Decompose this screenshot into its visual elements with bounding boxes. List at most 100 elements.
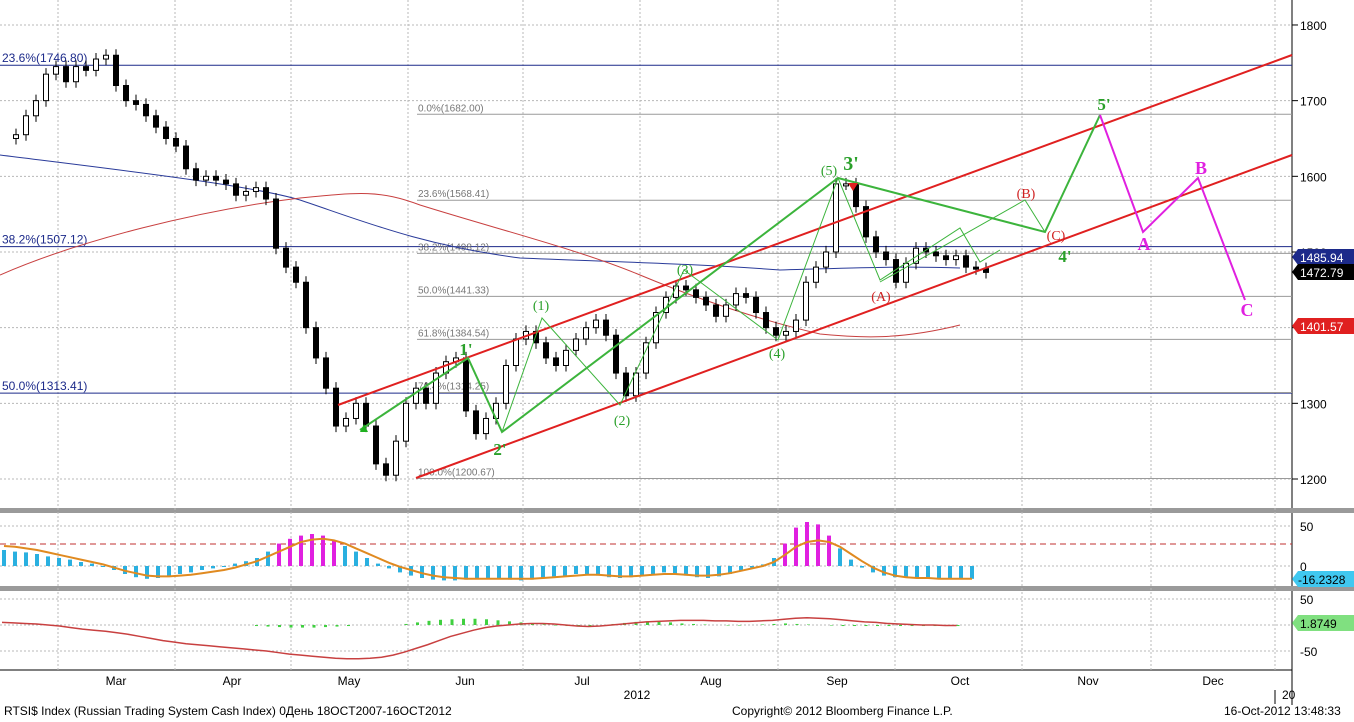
macd-histogram-bar: [90, 563, 94, 566]
oscillator-bar: [738, 625, 741, 626]
candle-body: [623, 372, 629, 397]
candle-body: [863, 206, 869, 238]
candle-body: [403, 402, 409, 442]
candle-body: [833, 183, 839, 253]
macd-histogram-bar: [167, 566, 171, 576]
candle-body: [633, 372, 639, 397]
buy-marker-icon: [360, 424, 368, 432]
macd-histogram-bar: [145, 566, 149, 579]
macd-histogram-bar: [827, 535, 831, 566]
footer-timestamp: 16-Oct-2012 13:48:33: [1224, 704, 1341, 718]
candle-body: [203, 175, 209, 181]
wave-label: (2): [614, 414, 631, 429]
candle-body: [643, 342, 649, 374]
macd-histogram-bar: [222, 566, 226, 567]
macd-histogram-bar: [24, 552, 28, 566]
macd-histogram-bar: [607, 566, 611, 578]
macd-histogram-bar: [310, 534, 314, 566]
macd-histogram-bar: [288, 538, 292, 566]
macd-histogram-bar: [13, 551, 17, 566]
candle-body: [973, 266, 979, 270]
oscillator-bar: [853, 625, 856, 627]
wave-label: (4): [769, 347, 786, 362]
oscillator-bar: [301, 625, 304, 628]
macd-histogram-bar: [662, 566, 666, 573]
candle-body: [933, 251, 939, 257]
wave-label: (1): [533, 299, 550, 314]
fibonacci-label: 50.0%(1441.33): [418, 285, 489, 296]
macd-histogram-bar: [596, 566, 600, 576]
candle-body: [713, 304, 719, 317]
fibonacci-label: 0.0%(1682.00): [418, 103, 484, 114]
candle-body: [503, 364, 509, 404]
oscillator-bar: [450, 619, 454, 625]
oscillator-bar: [439, 619, 442, 625]
macd-histogram-bar: [750, 566, 754, 568]
macd-histogram-bar: [266, 551, 270, 566]
macd-histogram-bar: [57, 558, 61, 566]
candle-body: [373, 425, 379, 465]
x-tick-label: Dec: [1202, 674, 1223, 688]
oscillator-bar: [646, 621, 649, 625]
oscillator-bar: [772, 623, 776, 625]
oscillator-bar: [416, 622, 419, 625]
candle-body: [163, 126, 169, 139]
candle-body: [253, 187, 259, 192]
oscillator-bar: [496, 620, 500, 625]
fibonacci-label: 61.8%(1384.54): [418, 328, 489, 339]
candle-body: [873, 236, 879, 253]
macd-histogram-bar: [937, 566, 941, 579]
candle-body: [43, 73, 49, 102]
candle-body: [513, 338, 519, 366]
macd-histogram-bar: [673, 566, 677, 574]
oscillator-bar: [910, 625, 914, 627]
x-tick-label: Jul: [574, 674, 589, 688]
macd-histogram-bar: [585, 566, 589, 574]
candle-body: [563, 349, 569, 366]
oscillator-bar: [266, 625, 270, 627]
candle-body: [953, 255, 959, 261]
macd-histogram-bar: [739, 566, 743, 571]
y-tick-label: 1300: [1300, 397, 1327, 411]
macd-histogram-bar: [838, 548, 842, 566]
candle-body: [913, 247, 919, 264]
x-tick-label: Oct: [951, 674, 970, 688]
candle-body: [823, 251, 829, 268]
wave-label: 5': [1097, 95, 1110, 114]
macd-histogram-bar: [816, 524, 820, 566]
candle-body: [813, 266, 819, 283]
candle-body: [23, 115, 29, 136]
macd-histogram-bar: [695, 566, 699, 578]
oscillator-bar: [680, 623, 684, 625]
oscillator-bar: [427, 620, 431, 625]
candle-body: [773, 327, 779, 336]
candle-body: [653, 312, 659, 344]
oscillator-bar: [795, 623, 799, 625]
oscillator-value-label: 1.8749: [1300, 617, 1337, 631]
y-tick-label: 1200: [1300, 473, 1327, 487]
candle-body: [803, 281, 809, 321]
macd-histogram-bar: [2, 550, 6, 566]
candle-body: [483, 417, 489, 435]
macd-histogram-bar: [574, 566, 578, 574]
candle-body: [583, 327, 589, 340]
panel-separator: [0, 508, 1354, 513]
fibonacci-label: 100.0%(1200.67): [418, 467, 495, 478]
oscillator-bar: [784, 623, 787, 625]
macd-signal-line: [3, 537, 972, 580]
wave-label: 2': [493, 440, 506, 459]
macd-histogram-bar: [453, 566, 457, 581]
macd-histogram-bar: [618, 566, 622, 578]
candle-body: [743, 293, 749, 298]
candle-body: [173, 137, 179, 147]
macd-value-label: -16.2328: [1298, 573, 1346, 587]
macd-histogram-bar: [299, 535, 303, 566]
oscillator-bar: [956, 625, 960, 627]
macd-histogram-bar: [882, 566, 886, 576]
macd-histogram-bar: [915, 566, 919, 578]
candle-body: [383, 463, 389, 476]
macd-histogram-bar: [156, 566, 160, 578]
macd-histogram-bar: [475, 566, 479, 579]
candle-body: [183, 145, 189, 170]
